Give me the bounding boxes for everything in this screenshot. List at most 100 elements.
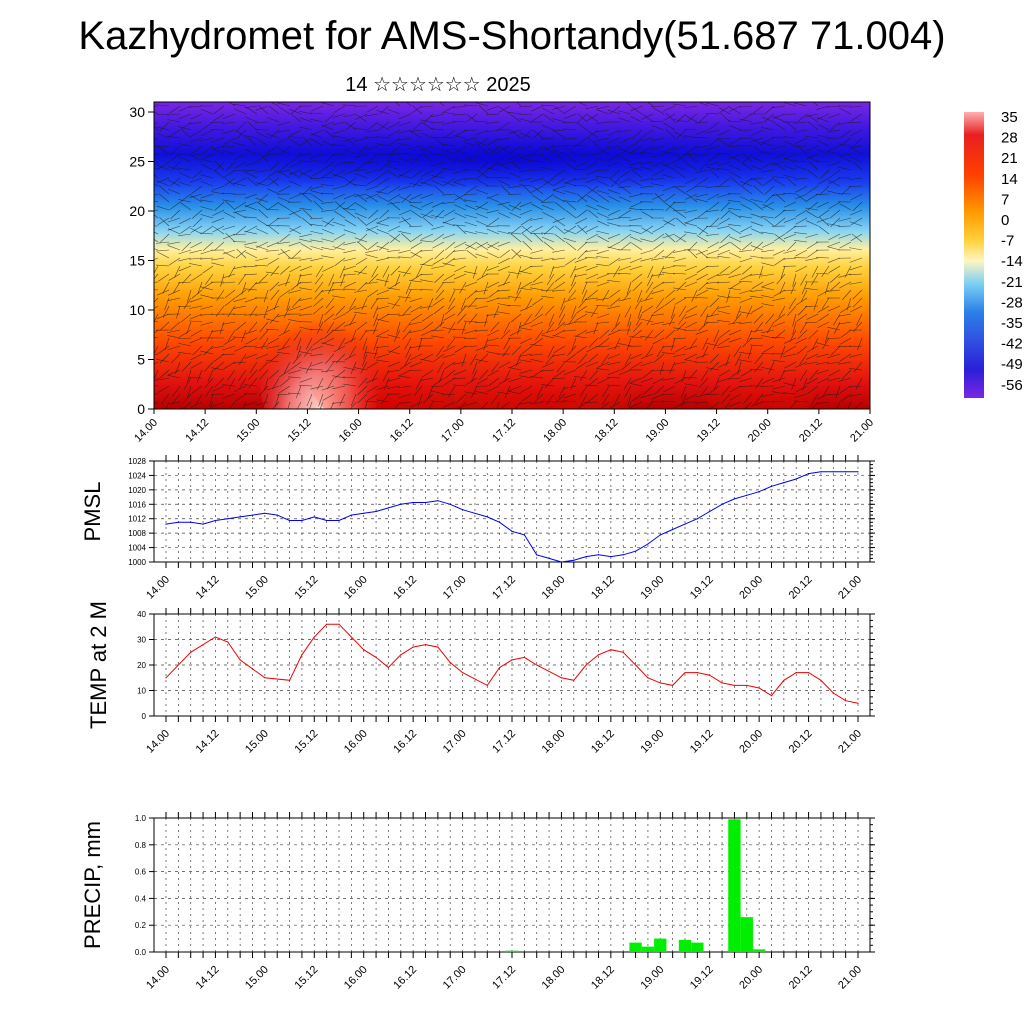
wind-barb [157,217,170,226]
wind-barb [828,265,841,273]
wind-barb [354,289,368,293]
wind-barb [364,401,368,409]
wind-barb [409,201,423,204]
wind-barb [728,377,742,380]
wind-barb [154,209,159,212]
wind-barb [629,166,643,171]
wind-barb [322,337,335,345]
wind-barb [530,153,544,157]
wind-barb [780,345,786,359]
wind-barb [728,337,742,343]
wind-barb [178,337,192,339]
wind-barb [587,353,599,363]
x-tick-label: 15.12 [286,417,314,445]
wind-barb [645,281,654,294]
wind-barb [343,169,357,175]
wind-barb [849,273,863,276]
wind-barb [244,149,258,155]
wind-barb [456,224,467,235]
wind-barb [233,233,247,236]
wind-barb [762,241,775,248]
wind-barb [532,185,544,195]
data-point [387,666,390,669]
wind-barb [651,257,665,261]
wind-barb [156,126,170,131]
wind-barb [805,145,819,152]
wind-barb [743,393,753,404]
wind-barb [245,106,258,115]
wind-barb [673,209,687,212]
wind-barb [365,193,379,200]
wind-barb [508,377,522,383]
wind-barb [828,179,841,187]
wind-barb [446,337,456,349]
wind-barb [849,385,863,388]
wind-barb [838,153,852,157]
wind-barb [558,385,566,398]
wind-barb [519,401,533,405]
y-tick-label: 10 [129,302,145,318]
wind-barb [508,185,522,188]
wind-barb [256,218,269,227]
wind-barb [700,305,709,317]
wind-barb [576,225,588,234]
wind-barb [849,221,863,227]
wind-barb [675,153,687,163]
wind-barb [184,377,192,390]
wind-barb [563,190,577,195]
wind-barb [684,105,698,109]
wind-barb [552,353,566,357]
wind-barb [655,297,665,309]
wind-barb [717,255,731,259]
wind-barb [499,249,511,259]
x-tick-label: 14.00 [144,574,172,602]
wind-barb [169,201,181,211]
wind-barb [819,185,830,196]
wind-barb [599,329,610,340]
wind-barb [761,169,775,173]
wind-barb [464,221,478,227]
wind-barb [685,393,698,401]
wind-barb [596,204,610,211]
wind-barb [627,313,632,327]
wind-barb [684,383,698,387]
wind-barb [806,313,819,320]
wind-barb [365,129,379,133]
wind-barb [565,257,577,266]
wind-barb [486,176,500,179]
wind-barb [717,273,731,276]
wind-barb [200,350,214,355]
data-point [585,664,587,666]
wind-barb [685,321,698,329]
wind-barb [160,393,170,405]
wind-barb [431,175,445,179]
wind-barb [552,149,566,155]
wind-barb [751,228,764,235]
wind-barb [420,145,434,151]
wind-barb [378,169,390,178]
wind-barb [563,237,577,243]
wind-barb [542,156,555,163]
wind-barb [178,199,192,203]
wind-barb [171,393,181,405]
wind-barb [247,177,258,187]
wind-barb [321,385,335,391]
wind-barb [235,321,247,331]
wind-barb [673,118,687,123]
wind-barb [367,121,379,131]
wind-barb [607,353,621,360]
data-point [424,644,427,646]
wind-barb [607,217,621,221]
wind-barb [742,337,753,348]
wind-barb [200,193,214,199]
wind-barb [695,169,709,174]
wind-barb [277,169,291,174]
y-tick-label: 30 [129,104,145,120]
wind-barb [476,273,489,281]
wind-barb [270,265,280,277]
data-point [746,684,748,687]
wind-barb [774,122,786,131]
wind-barb [565,154,577,163]
data-point [573,559,575,561]
wind-barb [554,225,566,235]
